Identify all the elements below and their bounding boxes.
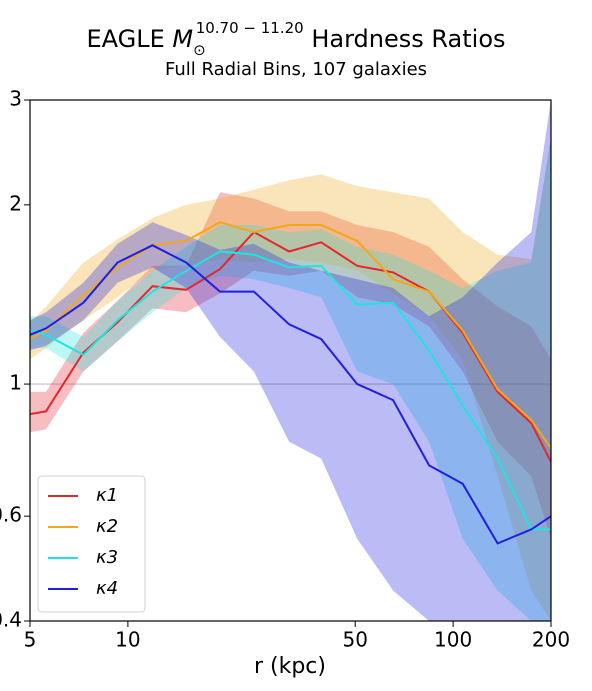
legend-box (37, 475, 146, 613)
plot-area (30, 100, 551, 621)
y-tick-label: 0.6 (0, 503, 22, 527)
y-tick-label: 0.4 (0, 608, 22, 632)
title-prefix: EAGLE (86, 25, 172, 53)
x-tick-label: 200 (532, 628, 570, 652)
x-tick-label: 100 (434, 628, 472, 652)
error-band (30, 100, 551, 621)
y-tick-label: 2 (9, 191, 22, 215)
title-superscript: 10.70 − 11.20 (196, 19, 304, 37)
chart-title: EAGLE M⊙ 10.70 − 11.20 Hardness Ratios (86, 19, 505, 59)
title-subscript: ⊙ (193, 41, 206, 59)
series-line (30, 244, 551, 545)
title-symbol: M (172, 25, 193, 53)
x-tick-label: 5 (24, 628, 37, 652)
y-tick-label: 1 (9, 371, 22, 395)
legend-label: κ3 (96, 547, 118, 568)
error-band (30, 137, 551, 621)
legend: κ1 κ2 κ3 κ4 (37, 475, 146, 613)
y-tick-label: 3 (9, 87, 22, 111)
legend-label: κ1 (96, 485, 118, 506)
title-suffix: Hardness Ratios (304, 25, 506, 53)
error-band (30, 192, 551, 539)
legend-label: κ2 (96, 516, 118, 537)
x-tick-label: 10 (115, 628, 140, 652)
chart-subtitle: Full Radial Bins, 107 galaxies (165, 59, 427, 80)
axes-frame (29, 99, 552, 622)
axes: 0.4 0.6 1 2 3 5 10 50 100 200 κ1 κ2 κ3 κ4 (0, 87, 570, 652)
x-axis-label: r (kpc) (254, 654, 326, 679)
x-tick-label: 50 (342, 628, 367, 652)
legend-label: κ4 (96, 578, 118, 599)
series-line (30, 250, 551, 531)
